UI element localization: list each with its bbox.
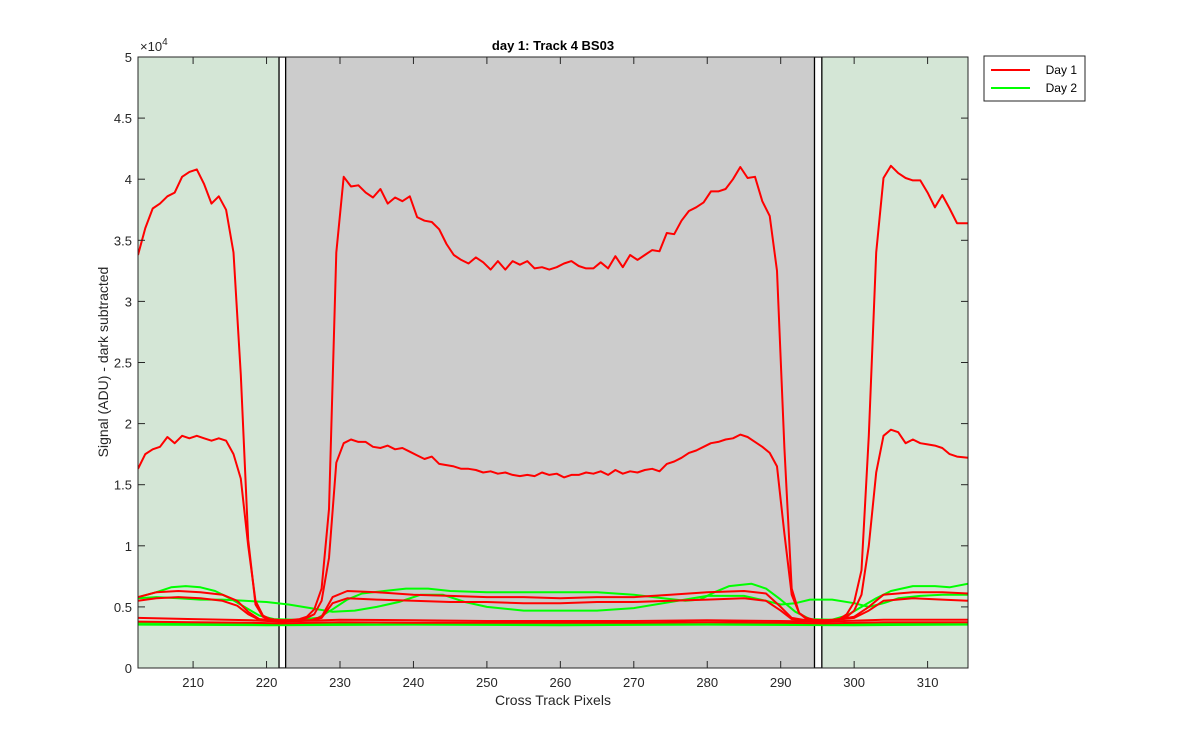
y-tick-label: 4 (125, 172, 132, 187)
x-tick-label: 290 (770, 675, 792, 690)
y-tick-label: 2.5 (114, 356, 132, 371)
y-tick-label: 0.5 (114, 600, 132, 615)
y-axis-exponent: ×104 (140, 37, 168, 54)
y-tick-label: 5 (125, 50, 132, 65)
y-tick-label: 1.5 (114, 478, 132, 493)
x-tick-label: 310 (917, 675, 939, 690)
series-line-day-1-6 (138, 620, 968, 625)
shaded-region-3 (821, 57, 968, 668)
x-tick-label: 260 (549, 675, 571, 690)
y-tick-label: 0 (125, 661, 132, 676)
chart-title: day 1: Track 4 BS03 (492, 38, 614, 53)
x-tick-label: 270 (623, 675, 645, 690)
legend: Day 1 Day 2 (983, 55, 1086, 102)
shaded-regions (138, 57, 968, 668)
shaded-region-1 (138, 57, 280, 668)
series-line-day-1-5 (138, 616, 968, 623)
boundary-marker-2 (813, 57, 823, 668)
y-tick-label: 3.5 (114, 233, 132, 248)
series-lines (138, 164, 968, 627)
series-line-day-2-10 (138, 623, 968, 627)
x-axis-label: Cross Track Pixels (495, 692, 611, 708)
y-tick-label: 3 (125, 294, 132, 309)
boundary-marker-1 (278, 57, 287, 668)
y-axis-label: Signal (ADU) - dark subtracted (95, 267, 111, 458)
x-tick-label: 250 (476, 675, 498, 690)
x-tick-label: 220 (256, 675, 278, 690)
legend-label: Day 1 (1046, 63, 1078, 77)
y-tick-label: 2 (125, 417, 132, 432)
legend-box (983, 55, 1086, 102)
series-line-day-1-4 (138, 596, 968, 622)
x-tick-label: 210 (182, 675, 204, 690)
y-tick-label: 4.5 (114, 111, 132, 126)
shaded-region-2 (285, 57, 815, 668)
legend-label: Day 2 (1046, 81, 1078, 95)
y-tick-label: 1 (125, 539, 132, 554)
x-tick-label: 280 (696, 675, 718, 690)
x-tick-label: 300 (843, 675, 865, 690)
x-tick-label: 240 (403, 675, 425, 690)
axis-ticks: 210 220 230 240 250 260 270 280 290 300 310 0 0.5 1 1.… (114, 50, 968, 690)
x-tick-label: 230 (329, 675, 351, 690)
